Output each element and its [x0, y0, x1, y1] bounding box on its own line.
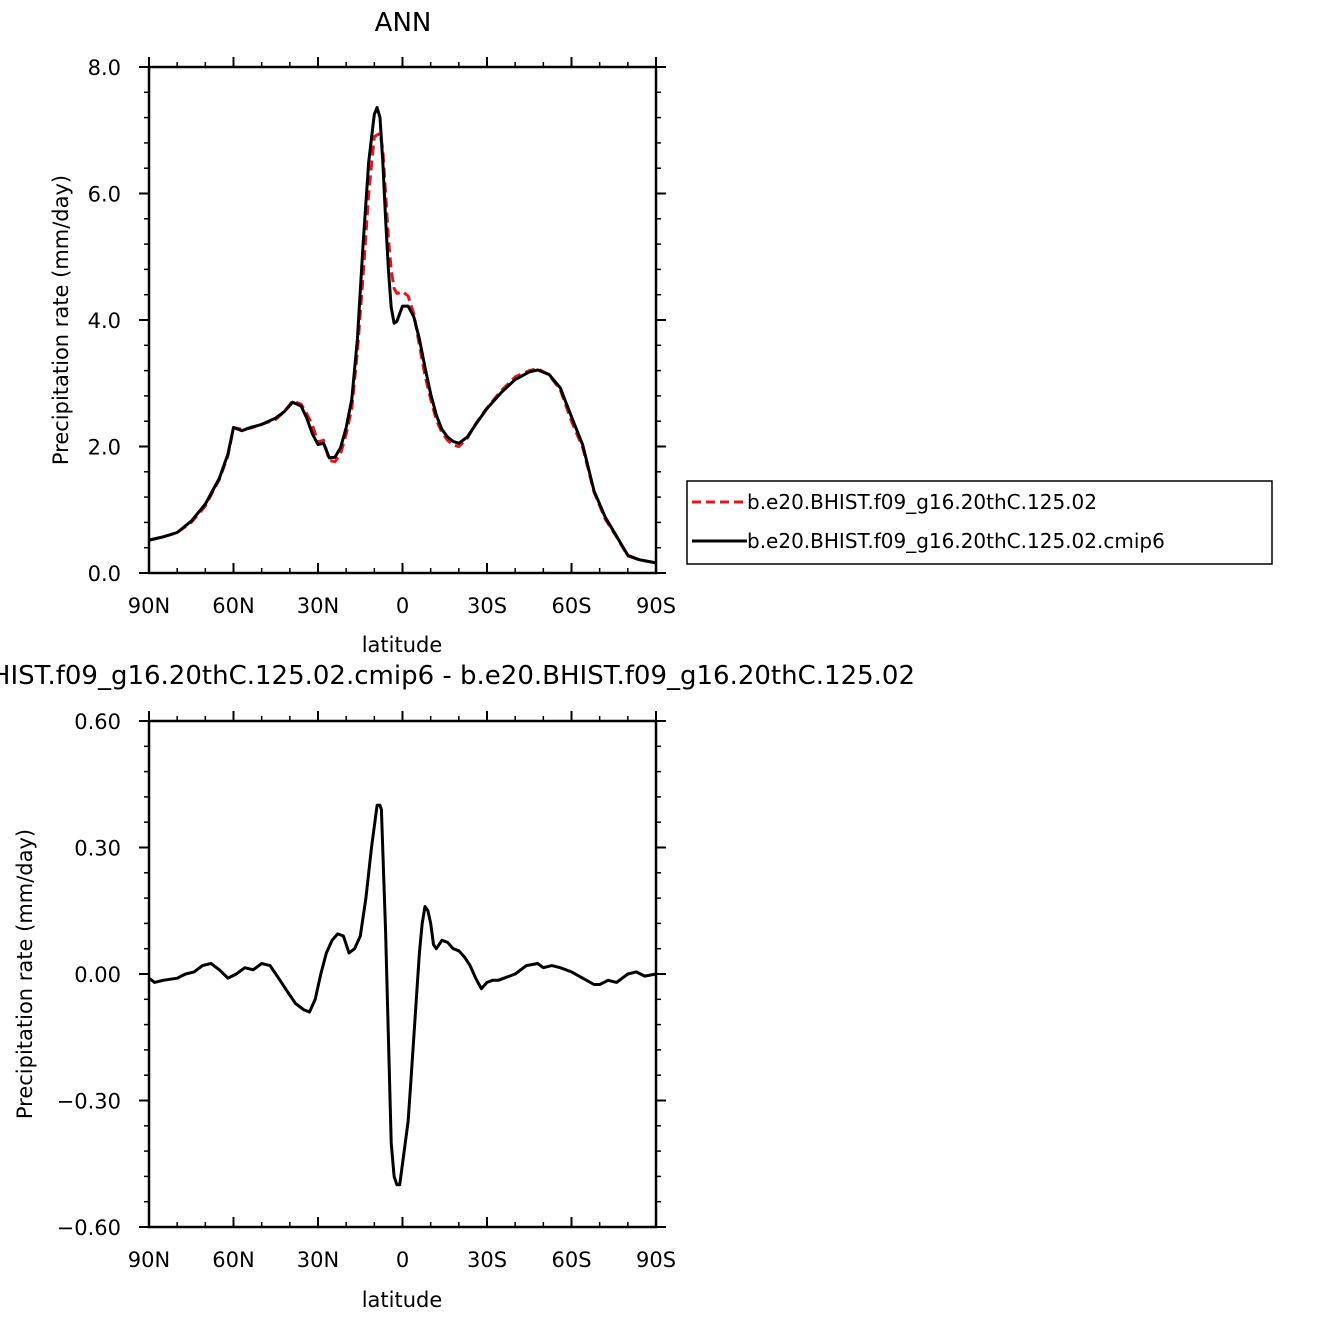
x-tick-label: 90S	[636, 1248, 676, 1272]
series-line-1	[148, 803, 657, 1187]
x-tick-label: 60N	[212, 1248, 254, 1272]
x-tick-label: 30N	[297, 594, 339, 618]
x-tick-label: 0	[396, 1248, 409, 1272]
legend-box	[686, 480, 1273, 565]
y-tick-label: 8.0	[88, 56, 121, 80]
series-line-2	[148, 106, 657, 565]
legend: b.e20.BHIST.f09_g16.20thC.125.02 b.e20.B…	[686, 480, 1273, 565]
x-tick-label: 60N	[212, 594, 254, 618]
x-tick-label: 90N	[128, 594, 170, 618]
x-tick-label: 30N	[297, 1248, 339, 1272]
legend-label-series-2: b.e20.BHIST.f09_g16.20thC.125.02.cmip6	[747, 529, 1165, 553]
bottom-chart-frame	[147, 719, 658, 1229]
top-chart-series	[148, 106, 657, 565]
bottom-chart-x-axis-label: latitude	[362, 1288, 443, 1312]
y-tick-label: 0.60	[74, 710, 121, 734]
top-chart-y-axis-label: Precipitation rate (mm/day)	[49, 175, 73, 465]
bottom-chart-series	[148, 803, 657, 1187]
bottom-chart-y-axis-label: Precipitation rate (mm/day)	[13, 829, 37, 1119]
top-chart-title: ANN	[375, 8, 432, 38]
top-chart: ANN latitude Precipitation rate (mm/day)…	[49, 8, 676, 657]
y-tick-label: 0.0	[88, 562, 121, 586]
series-line-1	[148, 131, 657, 565]
legend-label-series-1: b.e20.BHIST.f09_g16.20thC.125.02	[747, 490, 1097, 514]
top-chart-ticks: 90N 60N 30N 0 30S 60S 90S 0.0 2.0 4.0 6.0 8.0	[88, 56, 676, 618]
y-tick-label: −0.30	[57, 1090, 121, 1114]
x-tick-label: 60S	[551, 1248, 591, 1272]
top-chart-frame	[147, 65, 658, 575]
x-tick-label: 30S	[467, 594, 507, 618]
y-tick-label: 0.30	[74, 837, 121, 861]
y-tick-label: 4.0	[88, 309, 121, 333]
x-tick-label: 60S	[551, 594, 591, 618]
x-tick-label: 90N	[128, 1248, 170, 1272]
y-tick-label: 2.0	[88, 436, 121, 460]
bottom-chart-title: b.e20.BHIST.f09_g16.20thC.125.02.cmip6 -…	[0, 661, 915, 691]
x-tick-label: 30S	[467, 1248, 507, 1272]
y-tick-label: −0.60	[57, 1216, 121, 1240]
bottom-chart: b.e20.BHIST.f09_g16.20thC.125.02.cmip6 -…	[0, 661, 915, 1312]
x-tick-label: 0	[396, 594, 409, 618]
y-tick-label: 0.00	[74, 963, 121, 987]
top-chart-x-axis-label: latitude	[362, 633, 443, 657]
y-tick-label: 6.0	[88, 183, 121, 207]
x-tick-label: 90S	[636, 594, 676, 618]
